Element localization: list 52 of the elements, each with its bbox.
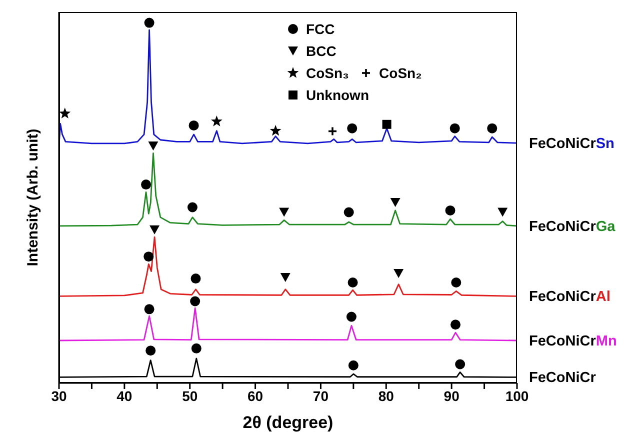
point bbox=[394, 269, 404, 278]
x-tick-label: 60 bbox=[247, 388, 264, 404]
point bbox=[188, 120, 199, 130]
point bbox=[346, 312, 356, 322]
point bbox=[59, 108, 71, 118]
series-label: FeCoNiCr bbox=[529, 370, 596, 386]
x-tick-label: 30 bbox=[51, 388, 67, 404]
point bbox=[190, 274, 201, 284]
legend-label: BCC bbox=[306, 43, 336, 59]
point bbox=[451, 278, 462, 288]
point bbox=[141, 180, 152, 190]
series-label: FeCoNiCrGa bbox=[529, 218, 616, 235]
x-tick-label: 100 bbox=[505, 388, 529, 404]
x-tick-label: 40 bbox=[116, 388, 132, 404]
point bbox=[455, 359, 466, 370]
point bbox=[144, 304, 154, 314]
point bbox=[191, 343, 202, 354]
point bbox=[270, 124, 282, 136]
x-tick-label: 50 bbox=[182, 388, 198, 404]
point bbox=[148, 141, 158, 150]
y-axis-title: Intensity (Arb. unit) bbox=[24, 128, 42, 266]
x-tick-label: 90 bbox=[444, 388, 460, 404]
point bbox=[144, 18, 154, 28]
point bbox=[279, 208, 290, 217]
series-label: FeCoNiCrMn bbox=[529, 333, 617, 350]
x-tick-label: 70 bbox=[312, 388, 329, 404]
x-axis-title: 2θ (degree) bbox=[242, 413, 334, 432]
point bbox=[280, 272, 290, 282]
point bbox=[348, 278, 358, 288]
point bbox=[190, 296, 200, 306]
point bbox=[450, 123, 460, 134]
series-label: FeCoNiCrSn bbox=[529, 136, 614, 152]
legend-label: CoSn₂ bbox=[379, 65, 422, 81]
point bbox=[498, 208, 508, 217]
legend-label: CoSn₃ bbox=[306, 65, 350, 81]
x-tick-label: 80 bbox=[378, 388, 394, 404]
series-label: FeCoNiCrAl bbox=[529, 289, 610, 306]
point bbox=[150, 225, 160, 234]
point bbox=[210, 116, 222, 126]
point bbox=[347, 123, 358, 134]
point bbox=[144, 252, 154, 262]
legend-label: FCC bbox=[306, 21, 335, 37]
point bbox=[187, 202, 198, 212]
legend-label: Unknown bbox=[306, 87, 369, 103]
point bbox=[445, 205, 456, 216]
point bbox=[382, 120, 392, 129]
point bbox=[487, 123, 498, 134]
point bbox=[344, 207, 354, 218]
point bbox=[146, 346, 156, 356]
point bbox=[450, 320, 460, 330]
point bbox=[390, 198, 400, 208]
point bbox=[348, 360, 358, 370]
